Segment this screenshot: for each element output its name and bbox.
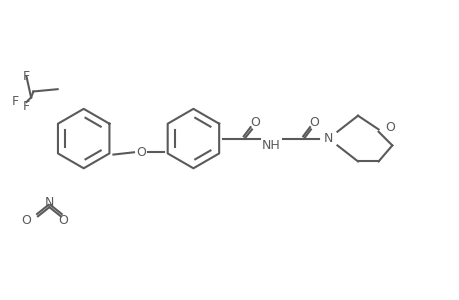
Text: N: N <box>45 196 54 209</box>
Text: F: F <box>11 95 19 109</box>
Text: O: O <box>309 116 319 129</box>
Text: O: O <box>135 146 146 159</box>
Text: O: O <box>22 214 31 227</box>
Text: O: O <box>250 116 259 129</box>
Text: O: O <box>384 121 394 134</box>
Text: O: O <box>58 214 68 227</box>
Text: F: F <box>23 70 30 83</box>
Text: NH: NH <box>261 139 280 152</box>
Text: N: N <box>323 132 332 145</box>
Text: F: F <box>23 100 30 113</box>
